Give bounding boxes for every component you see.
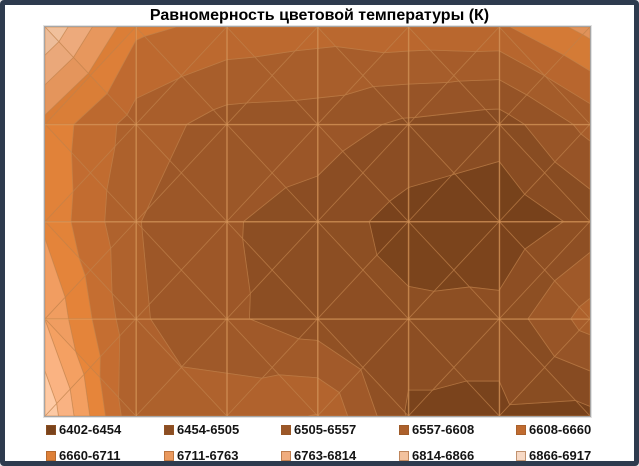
legend-swatch — [46, 425, 56, 435]
legend-item: 6505-6557 — [281, 422, 356, 437]
legend-label: 6814-6866 — [412, 448, 475, 463]
legend-swatch — [46, 451, 56, 461]
contour-svg — [45, 27, 590, 416]
legend-item: 6711-6763 — [164, 448, 239, 463]
legend-label: 6402-6454 — [59, 422, 122, 437]
legend-item: 6763-6814 — [281, 448, 357, 463]
legend-swatch — [399, 451, 409, 461]
legend-swatch — [164, 425, 174, 435]
legend-label: 6660-6711 — [59, 448, 121, 463]
legend-swatch — [399, 425, 409, 435]
legend-swatch — [281, 425, 291, 435]
legend-label: 6866-6917 — [529, 448, 592, 463]
plot-area — [44, 26, 591, 417]
legend-item: 6660-6711 — [46, 448, 121, 463]
legend-item: 6866-6917 — [516, 448, 592, 463]
legend-item: 6814-6866 — [399, 448, 475, 463]
legend-item: 6402-6454 — [46, 422, 121, 437]
legend-label: 6763-6814 — [294, 448, 357, 463]
legend-swatch — [516, 425, 526, 435]
legend-swatch — [164, 451, 174, 461]
legend-swatch — [516, 451, 526, 461]
legend-label: 6711-6763 — [177, 448, 239, 463]
legend-item: 6557-6608 — [399, 422, 474, 437]
legend-item: 6454-6505 — [164, 422, 239, 437]
legend-label: 6557-6608 — [412, 422, 475, 437]
legend-label: 6505-6557 — [294, 422, 357, 437]
legend-swatch — [281, 451, 291, 461]
legend-label: 6454-6505 — [177, 422, 240, 437]
chart-title: Равномерность цветовой температуры (К) — [149, 7, 490, 24]
legend-label: 6608-6660 — [529, 422, 592, 437]
legend-item: 6608-6660 — [516, 422, 591, 437]
